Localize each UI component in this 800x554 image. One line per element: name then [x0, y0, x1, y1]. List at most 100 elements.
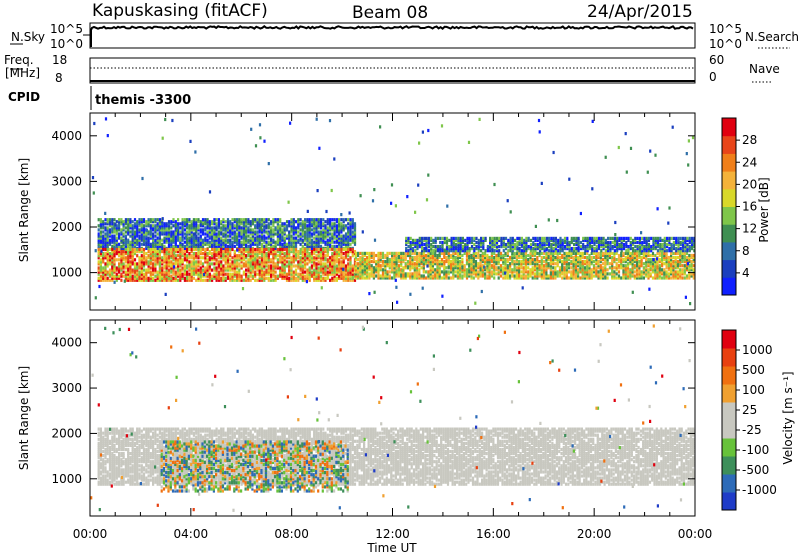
power-echo	[215, 238, 218, 242]
power-echo	[481, 260, 484, 264]
power-echo	[324, 242, 327, 246]
nsky-line	[90, 25, 694, 47]
power-echo	[434, 251, 437, 255]
power-echo	[301, 238, 304, 242]
power-echo	[238, 256, 241, 260]
power-echo	[529, 274, 532, 278]
power-echo	[522, 260, 525, 264]
power-echo	[425, 258, 428, 262]
power-echo	[340, 266, 343, 270]
power-echo	[136, 247, 139, 252]
power-echo	[290, 234, 293, 238]
power-echo	[531, 258, 534, 262]
power-echo	[629, 255, 632, 260]
power-echo	[192, 247, 195, 252]
power-echo	[488, 276, 491, 280]
power-echo	[258, 268, 261, 272]
power-echo	[142, 220, 146, 224]
power-echo	[549, 272, 552, 276]
power-echo	[529, 268, 532, 272]
power-echo	[211, 228, 214, 232]
power-echo	[140, 228, 143, 232]
power-echo	[495, 249, 499, 253]
power-echo	[167, 272, 171, 276]
power-echo	[240, 226, 243, 230]
power-echo	[499, 253, 503, 258]
power-echo	[420, 266, 423, 270]
power-echo	[222, 220, 225, 224]
power-echo	[379, 258, 382, 262]
power-echo	[622, 251, 625, 255]
power-echo	[149, 230, 152, 234]
power-echo	[226, 274, 230, 278]
power-echo	[276, 262, 279, 266]
power-echo	[111, 274, 114, 278]
power-echo	[425, 276, 428, 280]
power-echo	[465, 270, 469, 274]
power-echo	[136, 222, 139, 226]
power-echo	[256, 250, 259, 254]
power-echo	[240, 274, 243, 278]
power-echo	[388, 251, 391, 255]
power-echo	[455, 249, 458, 253]
power-echo	[579, 253, 582, 258]
power-echo	[431, 255, 434, 260]
power-echo	[486, 255, 489, 260]
power-echo	[292, 238, 295, 242]
power-echo	[256, 266, 259, 270]
power-echo	[240, 266, 243, 270]
power-echo	[233, 232, 236, 236]
power-echo	[195, 272, 198, 276]
power-echo	[111, 260, 114, 264]
power-echo	[195, 252, 198, 256]
power-echo	[599, 276, 602, 280]
power-echo	[688, 258, 691, 262]
power-echo	[455, 242, 458, 247]
power-echo	[661, 258, 664, 262]
power-echo	[113, 270, 116, 274]
power-echo	[665, 266, 668, 270]
power-echo	[206, 266, 209, 270]
power-echo	[466, 240, 469, 245]
power-echo	[335, 268, 338, 272]
power-echo	[431, 268, 434, 272]
power-echo	[226, 260, 230, 264]
power-echo	[333, 232, 336, 236]
power-echo	[335, 254, 338, 258]
power-echo	[536, 266, 539, 270]
power-echo	[247, 250, 250, 254]
power-echo	[145, 278, 148, 282]
power-echo	[450, 249, 453, 253]
power-echo	[672, 274, 675, 278]
power-echo	[577, 247, 580, 251]
power-echo	[326, 218, 329, 222]
power-echo	[452, 251, 455, 255]
power-echo	[656, 262, 659, 266]
power-echo	[258, 264, 261, 268]
power-echo	[670, 270, 673, 274]
power-echo	[322, 272, 325, 276]
power-echo	[313, 270, 316, 274]
power-echo	[489, 242, 492, 247]
power-echo	[468, 270, 471, 274]
power-echo	[425, 260, 428, 264]
power-echo	[170, 236, 173, 240]
power-echo	[154, 270, 157, 274]
power-echo	[294, 254, 298, 258]
power-echo	[497, 270, 500, 274]
power-echo	[242, 232, 245, 236]
power-echo	[393, 251, 396, 255]
power-echo	[111, 270, 114, 274]
power-echo	[661, 260, 664, 264]
power-echo	[572, 268, 575, 272]
power-echo	[570, 247, 573, 251]
power-echo	[304, 270, 307, 274]
power-echo	[254, 270, 257, 274]
power-echo	[179, 260, 182, 264]
power-echo	[359, 260, 362, 264]
power-echo	[447, 262, 450, 266]
power-echo	[226, 266, 230, 270]
power-echo	[274, 250, 277, 254]
power-echo	[290, 242, 293, 246]
power-echo	[454, 251, 457, 255]
